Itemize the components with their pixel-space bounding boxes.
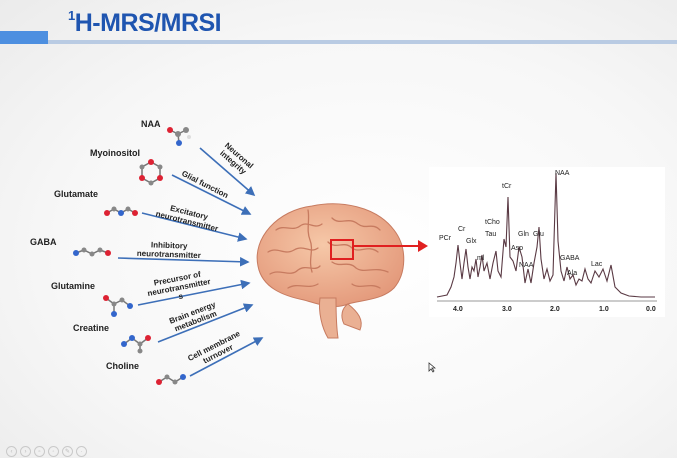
metabolite-naa: NAA — [141, 119, 161, 129]
roi-highlight-box — [330, 239, 354, 260]
peak-label-tau: Tau — [485, 231, 497, 238]
mouse-cursor-icon — [428, 362, 436, 373]
arrow-myoinositol — [171, 174, 252, 215]
x-tick-3: 3.0 — [502, 306, 512, 313]
creatine-molecule-icon — [121, 335, 151, 354]
peak-label-gln: Gln — [518, 231, 529, 238]
peak-label-glu: Glu — [533, 231, 544, 238]
peak-label-ala: Ala — [567, 270, 578, 277]
metabolite-creatine: Creatine — [73, 323, 110, 333]
x-tick-1: 1.0 — [599, 306, 609, 313]
metabolite-gaba: GABA — [30, 237, 57, 247]
peak-label-glx: Glx — [466, 238, 477, 245]
peak-label-naa-main: NAA — [555, 170, 570, 177]
peak-label-tcho: tCho — [485, 219, 500, 226]
presentation-controls: ‹ › ▫ ◦ ✎ · — [6, 446, 87, 457]
naa-molecule-icon — [167, 127, 191, 146]
prev-icon[interactable]: ‹ — [6, 446, 17, 457]
pen-icon[interactable]: ✎ — [62, 446, 73, 457]
x-tick-4: 4.0 — [453, 306, 463, 313]
metabolite-myoinositol: Myoinositol — [90, 148, 140, 158]
metabolite-glutamine: Glutamine — [51, 281, 96, 291]
glutamate-molecule-icon — [104, 206, 138, 216]
peak-label-lac: Lac — [591, 261, 603, 268]
arrow-naa — [199, 147, 256, 197]
spectrum-line — [436, 172, 655, 298]
title-text: H-MRS/MRSI — [74, 9, 222, 37]
function-gaba: Inhibitory neurotransmitter — [136, 240, 201, 261]
arrow-creatine — [157, 303, 254, 343]
peak-label-gaba: GABA — [560, 255, 580, 262]
brain-illustration — [256, 203, 405, 339]
myoinositol-molecule-icon — [139, 159, 163, 186]
title-underline — [48, 40, 677, 44]
slide-title: 1H-MRS/MRSI — [68, 8, 222, 38]
peak-label-cr: Cr — [458, 226, 466, 233]
peak-label-naa-secondary: NAA — [519, 262, 534, 269]
arrow-glutamate — [141, 212, 248, 242]
title-accent-bar — [0, 31, 48, 44]
x-tick-2: 2.0 — [550, 306, 560, 313]
choline-molecule-icon — [156, 374, 186, 385]
peak-label-asp: Asp — [511, 245, 524, 252]
peak-label-ml: ml — [477, 255, 485, 262]
grid-icon[interactable]: ▫ — [34, 446, 45, 457]
metabolite-choline: Choline — [106, 361, 139, 371]
roi-arrow — [352, 240, 428, 252]
gaba-molecule-icon — [73, 247, 111, 257]
arrow-glutamine — [137, 279, 251, 306]
peak-label-tcr: tCr — [502, 183, 512, 190]
glutamine-molecule-icon — [103, 295, 133, 317]
more-icon[interactable]: · — [76, 446, 87, 457]
x-tick-0: 0.0 — [646, 306, 656, 313]
zoom-icon[interactable]: ◦ — [48, 446, 59, 457]
metabolite-glutamate: Glutamate — [54, 189, 99, 199]
peak-label-pcr: PCr — [439, 235, 452, 242]
mrs-spectrum-plot — [436, 172, 657, 302]
title-superscript: 1 — [68, 8, 75, 23]
arrow-gaba — [117, 256, 250, 267]
next-icon[interactable]: › — [20, 446, 31, 457]
arrow-choline — [189, 337, 264, 377]
mrs-spectrum-panel: NAA tCr tCho Cr PCr Glx ml Tau Gln Glu A… — [429, 167, 665, 317]
